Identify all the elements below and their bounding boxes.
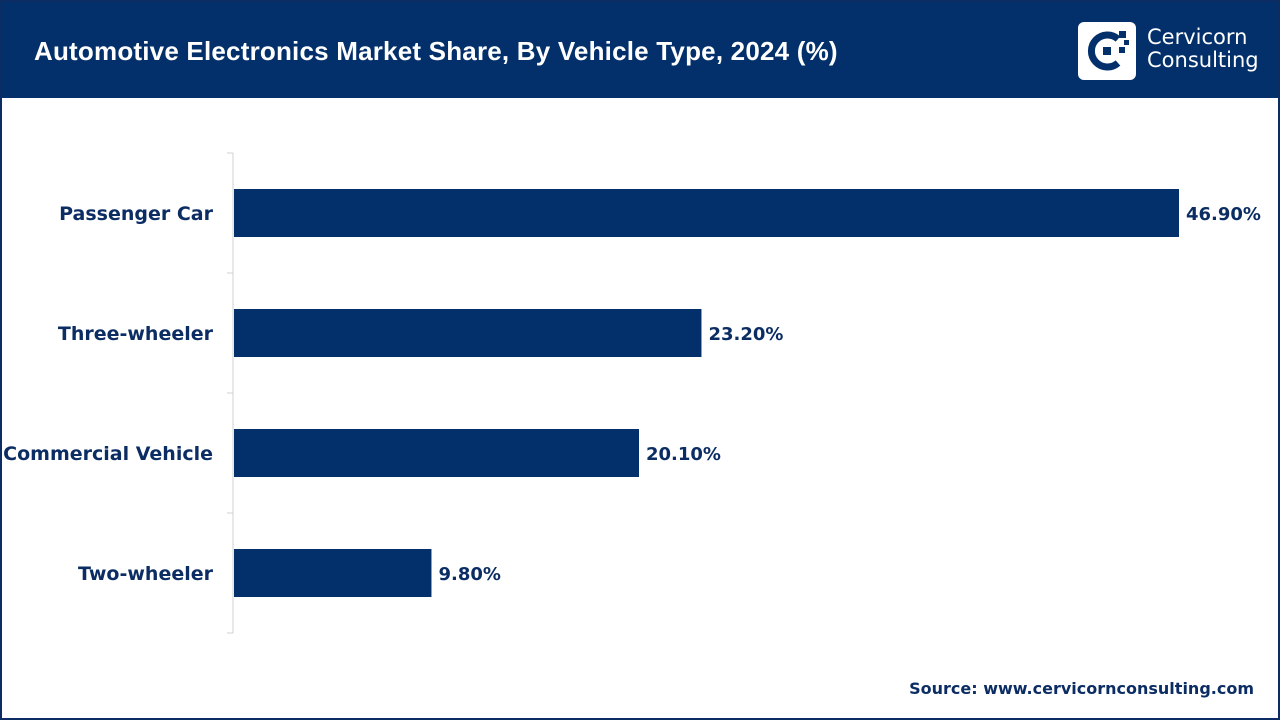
category-label: Passenger Car	[59, 203, 214, 225]
bar-passenger-car	[234, 189, 1179, 237]
chart-title: Automotive Electronics Market Share, By …	[34, 36, 838, 66]
bar-chart: Passenger Car 46.90% Three-wheeler 23.20% Co…	[3, 152, 1261, 634]
logo-wordmark: Cervicorn Consulting	[1147, 26, 1259, 72]
bar-two-wheeler	[234, 549, 432, 597]
category-label: Commercial Vehicle	[3, 443, 213, 465]
data-label: 23.20%	[708, 324, 783, 345]
source-note: Source: www.cervicornconsulting.com	[909, 679, 1254, 698]
cervicorn-logo-icon	[1078, 22, 1136, 80]
data-label: 46.90%	[1186, 204, 1261, 225]
category-label: Three-wheeler	[58, 323, 214, 345]
category-label: Two-wheeler	[78, 563, 214, 585]
bar-commercial-vehicle	[234, 429, 639, 477]
logo-line-1: Cervicorn	[1147, 25, 1248, 49]
header-bar: Automotive Electronics Market Share, By …	[2, 2, 1278, 98]
bar-three-wheeler	[234, 309, 702, 357]
data-label: 9.80%	[438, 564, 500, 585]
logo-line-2: Consulting	[1147, 48, 1259, 72]
data-label: 20.10%	[646, 444, 721, 465]
